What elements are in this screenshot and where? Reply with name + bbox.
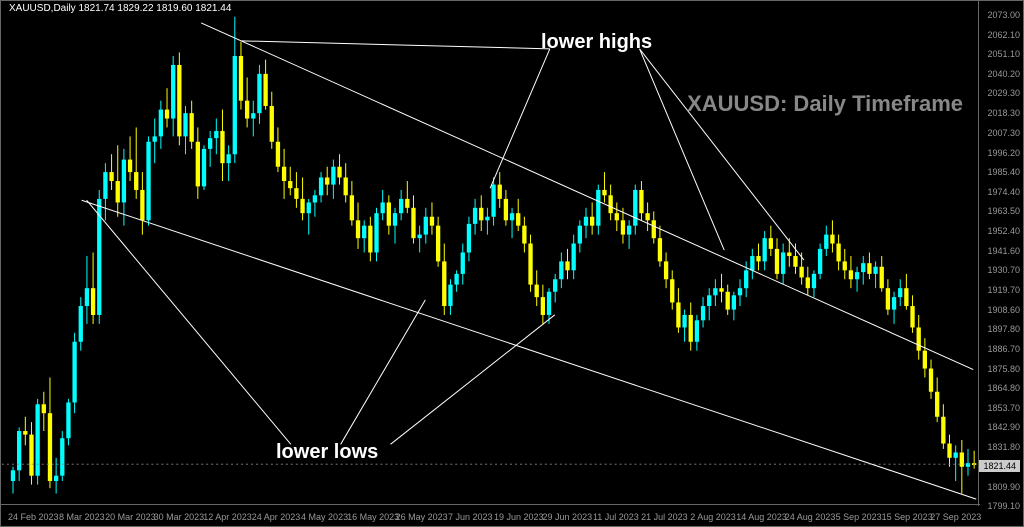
x-tick-label: 2 Aug 2023 <box>690 512 736 522</box>
x-tick-label: 26 May 2023 <box>396 512 448 522</box>
x-axis: 24 Feb 20238 Mar 202320 Mar 202330 Mar 2… <box>1 504 980 526</box>
x-tick-label: 19 Jun 2023 <box>494 512 544 522</box>
y-tick-label: 1941.60 <box>987 246 1020 256</box>
y-tick-label: 1831.80 <box>987 442 1020 452</box>
y-tick-label: 2040.20 <box>987 69 1020 79</box>
x-tick-label: 14 Aug 2023 <box>736 512 787 522</box>
x-tick-label: 8 Mar 2023 <box>59 512 105 522</box>
y-tick-label: 1974.40 <box>987 187 1020 197</box>
y-tick-label: 1996.20 <box>987 148 1020 158</box>
x-tick-label: 21 Jul 2023 <box>641 512 688 522</box>
annotation-lower-lows: lower lows <box>276 441 378 464</box>
x-tick-label: 11 Jul 2023 <box>593 512 639 522</box>
y-tick-label: 1952.40 <box>987 226 1020 236</box>
y-tick-label: 1908.60 <box>987 305 1020 315</box>
y-tick-label: 1799.10 <box>987 501 1020 511</box>
y-tick-label: 1930.70 <box>987 265 1020 275</box>
y-tick-label: 1897.80 <box>987 324 1020 334</box>
x-tick-label: 24 Aug 2023 <box>785 512 836 522</box>
x-tick-label: 30 Mar 2023 <box>154 512 205 522</box>
x-tick-label: 15 Sep 2023 <box>882 512 933 522</box>
y-tick-label: 2029.30 <box>987 88 1020 98</box>
ticker-label: XAUUSD,Daily 1821.74 1829.22 1819.60 182… <box>9 3 231 14</box>
y-tick-label: 1985.40 <box>987 167 1020 177</box>
x-tick-label: 12 Apr 2023 <box>203 512 252 522</box>
x-tick-label: 16 May 2023 <box>347 512 399 522</box>
y-tick-label: 2062.10 <box>987 30 1020 40</box>
current-price-marker: 1821.44 <box>979 460 1020 472</box>
y-tick-label: 2018.30 <box>987 108 1020 118</box>
y-tick-label: 1842.90 <box>987 422 1020 432</box>
x-tick-label: 24 Apr 2023 <box>252 512 301 522</box>
y-tick-label: 2073.00 <box>987 10 1020 20</box>
annotation-lower-highs: lower highs <box>541 31 652 54</box>
y-tick-label: 2051.10 <box>987 49 1020 59</box>
x-tick-label: 5 Sep 2023 <box>836 512 882 522</box>
y-tick-label: 1919.70 <box>987 285 1020 295</box>
x-tick-label: 29 Jun 2023 <box>543 512 593 522</box>
y-axis: 2073.00 2062.10 2051.10 2040.20 2029.30 2018.… <box>978 1 1023 506</box>
y-tick-label: 1853.70 <box>987 403 1020 413</box>
y-tick-label: 1963.50 <box>987 206 1020 216</box>
candlestick-chart[interactable] <box>1 1 1023 526</box>
y-tick-label: 1886.70 <box>987 344 1020 354</box>
x-tick-label: 27 Sep 2023 <box>930 512 981 522</box>
y-tick-label: 2007.30 <box>987 128 1020 138</box>
title-label: XAUUSD: Daily Timeframe <box>687 91 963 117</box>
x-tick-label: 24 Feb 2023 <box>8 512 59 522</box>
y-tick-label: 1864.80 <box>987 383 1020 393</box>
chart-container: XAUUSD,Daily 1821.74 1829.22 1819.60 182… <box>0 0 1024 527</box>
x-tick-label: 4 May 2023 <box>301 512 348 522</box>
x-tick-label: 7 Jun 2023 <box>448 512 493 522</box>
y-tick-label: 1809.90 <box>987 482 1020 492</box>
x-tick-label: 20 Mar 2023 <box>105 512 156 522</box>
y-tick-label: 1875.80 <box>987 364 1020 374</box>
